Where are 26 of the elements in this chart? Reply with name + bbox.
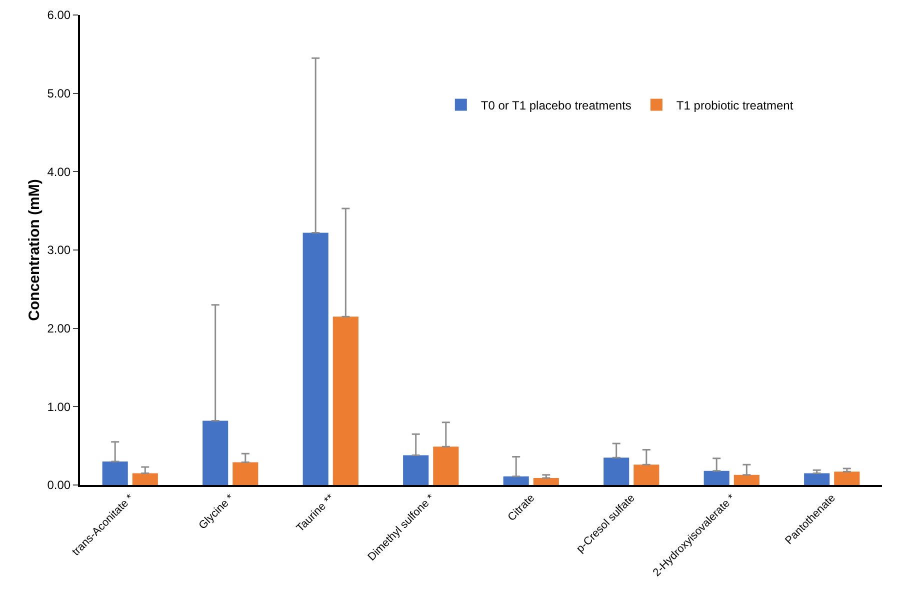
legend-label: T1 probiotic treatment [676,98,794,112]
y-tick-label: 5.00 [47,86,71,101]
bar [634,464,660,485]
bar [433,446,459,485]
bar [734,474,760,485]
bar [102,462,128,485]
bar [232,462,258,485]
bar [604,458,630,485]
y-tick-label: 2.00 [47,322,71,336]
y-tick-label: 1.00 [47,400,71,414]
bar [202,420,228,485]
y-tick-label: 0.00 [47,478,71,492]
bar [704,470,730,485]
y-tick-label: 4.00 [47,164,71,179]
bar [332,316,358,485]
bar [804,473,830,485]
y-axis-title: Concentration (mM) [26,179,43,321]
bar [503,476,529,485]
y-tick-label: 3.00 [47,243,71,258]
bar [132,473,158,485]
bar [302,232,328,485]
y-tick-label: 6.00 [47,8,71,22]
bar [834,472,860,485]
bar [403,455,429,485]
legend-label: T0 or T1 placebo treatments [480,98,632,112]
bar [533,478,559,485]
